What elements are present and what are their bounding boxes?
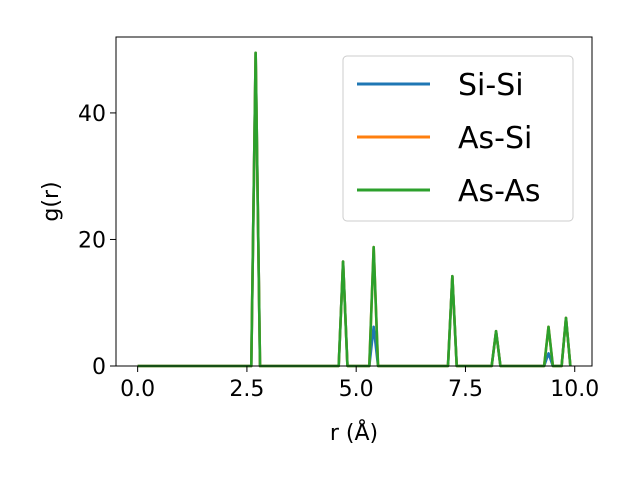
y-axis-label: g(r) (39, 181, 64, 221)
y-tick-label: 40 (78, 102, 106, 127)
x-tick-label: 10.0 (550, 377, 599, 402)
x-tick-label: 2.5 (229, 377, 264, 402)
y-tick-label: 20 (78, 228, 106, 253)
legend-entries: Si-Si As-Si As-As (357, 68, 540, 209)
legend-label-si-si: Si-Si (458, 68, 524, 103)
x-axis-label: r (Å) (330, 419, 378, 446)
x-tick-label: 7.5 (448, 377, 483, 402)
axes-frame (115, 36, 593, 367)
legend-box (342, 55, 574, 222)
legend-label-as-si: As-Si (458, 121, 532, 156)
x-axis-ticks: 0.0 2.5 5.0 7.5 10.0 (120, 366, 599, 402)
y-tick-label: 0 (92, 355, 106, 380)
legend-label-as-as: As-As (458, 174, 540, 209)
y-axis-ticks: 0 20 40 (78, 102, 116, 380)
x-tick-label: 0.0 (120, 377, 155, 402)
x-tick-label: 5.0 (339, 377, 374, 402)
legend: Si-Si As-Si As-As (342, 55, 574, 222)
